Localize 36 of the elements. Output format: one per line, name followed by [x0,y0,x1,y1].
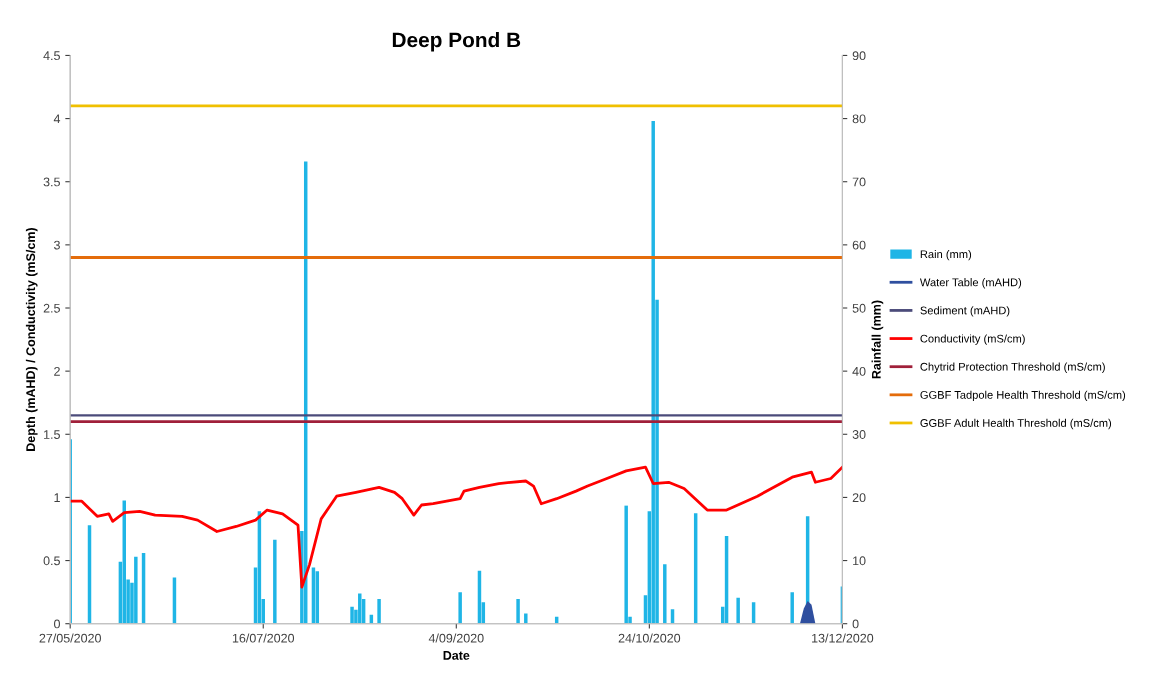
y-tick-label: 0.5 [43,556,60,566]
y-tick-label: 1 [54,493,60,502]
x-axis-title: Date [443,651,470,660]
x-tick-label: 24/10/2020 [618,633,681,643]
y2-tick-label: 90 [852,51,866,61]
y-axis-title: Depth (mAHD) / Conductivity (mS/cm) [25,228,38,451]
y-tick-label: 4 [53,114,61,124]
y2-tick-label: 70 [852,177,866,187]
y-tick-label: 4.5 [43,51,60,61]
x-tick-label: 27/05/2020 [39,633,101,643]
legend-label: Rain (mm) [920,249,972,261]
y-tick-label: 2.5 [43,303,60,313]
y-tick-label: 3.5 [43,177,60,187]
y2-tick-label: 50 [852,303,866,313]
y2-tick-label: 20 [852,493,866,503]
x-tick-label: 4/09/2020 [428,633,484,643]
x-tick-label: 16/07/2020 [232,633,295,643]
legend-label: GGBF Adult Health Threshold (mS/cm) [920,418,1112,430]
legend-label: Water Table (mAHD) [919,278,1022,289]
y2-tick-label: 10 [853,556,866,566]
y-tick-label: 3 [54,240,60,250]
y2-tick-label: 30 [852,430,866,439]
y2-tick-label: 60 [852,240,866,250]
x-tick-label: 13/12/2020 [812,633,874,643]
y2-tick-label: 40 [852,366,866,376]
y2-axis-title: Rainfall (mm) [871,300,884,379]
y-tick-label: 2 [54,366,60,376]
legend-label: Chytrid Protection Threshold (mS/cm) [920,362,1105,373]
legend-label: Sediment (mAHD) [920,306,1010,317]
legend-label: GGBF Tadpole Health Threshold (mS/cm) [920,390,1126,402]
y-tick-label: 0 [54,619,60,629]
y-tick-label: 1.5 [44,430,60,439]
chart-title: Deep Pond B [392,32,521,52]
y2-tick-label: 80 [852,114,866,124]
y2-tick-label: 0 [852,619,859,629]
legend-label: Conductivity (mS/cm) [920,334,1025,345]
